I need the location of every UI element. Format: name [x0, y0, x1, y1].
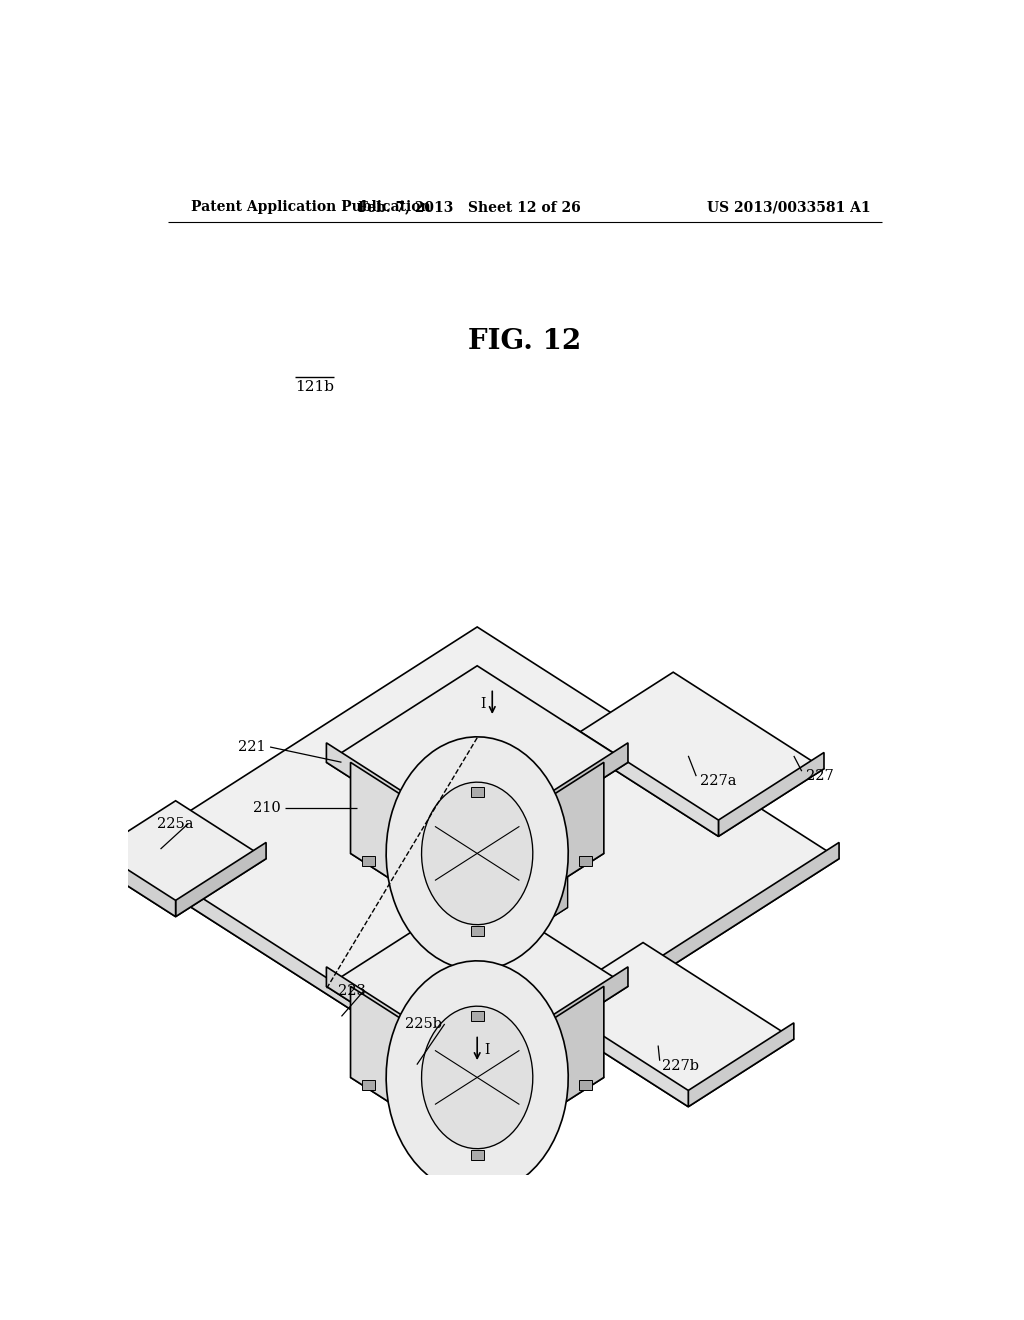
- Bar: [362, 1080, 375, 1090]
- Bar: [471, 1150, 483, 1160]
- Polygon shape: [531, 859, 567, 931]
- Text: 221: 221: [239, 741, 266, 754]
- Ellipse shape: [386, 737, 568, 970]
- Polygon shape: [502, 862, 531, 931]
- Polygon shape: [350, 772, 604, 935]
- Text: Feb. 7, 2013   Sheet 12 of 26: Feb. 7, 2013 Sheet 12 of 26: [357, 201, 581, 214]
- Polygon shape: [477, 743, 628, 859]
- Polygon shape: [486, 830, 522, 902]
- Text: FIG. 12: FIG. 12: [468, 327, 582, 355]
- Polygon shape: [85, 801, 266, 916]
- Polygon shape: [350, 997, 604, 1159]
- Ellipse shape: [386, 961, 568, 1195]
- Polygon shape: [477, 986, 604, 1159]
- Bar: [471, 1011, 483, 1020]
- Polygon shape: [477, 966, 628, 1082]
- Text: 223: 223: [338, 983, 366, 998]
- Polygon shape: [477, 1036, 567, 1110]
- Polygon shape: [327, 890, 628, 1082]
- Polygon shape: [327, 966, 477, 1082]
- Polygon shape: [387, 994, 567, 1110]
- Polygon shape: [350, 986, 477, 1159]
- Polygon shape: [538, 994, 688, 1106]
- Polygon shape: [85, 842, 176, 916]
- Text: US 2013/0033581 A1: US 2013/0033581 A1: [708, 201, 871, 214]
- Bar: [362, 857, 375, 866]
- Ellipse shape: [422, 783, 532, 925]
- Text: 210: 210: [253, 801, 282, 814]
- Polygon shape: [327, 743, 477, 859]
- Ellipse shape: [422, 1006, 532, 1148]
- Polygon shape: [350, 763, 477, 935]
- Text: 225a: 225a: [157, 817, 194, 830]
- Text: I: I: [484, 1043, 489, 1057]
- Text: 227: 227: [806, 770, 834, 783]
- Polygon shape: [116, 627, 839, 1090]
- Polygon shape: [567, 723, 719, 837]
- Text: 121b: 121b: [295, 380, 334, 395]
- Polygon shape: [456, 834, 486, 902]
- Bar: [471, 925, 483, 936]
- Text: I: I: [480, 697, 485, 710]
- Text: 227b: 227b: [663, 1059, 699, 1073]
- Polygon shape: [176, 842, 266, 916]
- Bar: [471, 787, 483, 797]
- Polygon shape: [387, 1036, 477, 1110]
- Polygon shape: [477, 763, 604, 935]
- Polygon shape: [456, 859, 522, 902]
- Text: Patent Application Publication: Patent Application Publication: [191, 201, 431, 214]
- Polygon shape: [327, 665, 628, 859]
- Polygon shape: [719, 752, 824, 837]
- Polygon shape: [116, 842, 477, 1090]
- Text: 227a: 227a: [700, 775, 736, 788]
- Polygon shape: [688, 1023, 794, 1106]
- Polygon shape: [567, 672, 824, 837]
- Bar: [580, 857, 592, 866]
- Polygon shape: [502, 888, 567, 931]
- Polygon shape: [538, 942, 794, 1106]
- Polygon shape: [477, 842, 839, 1090]
- Text: 225b: 225b: [404, 1016, 442, 1031]
- Bar: [580, 1080, 592, 1090]
